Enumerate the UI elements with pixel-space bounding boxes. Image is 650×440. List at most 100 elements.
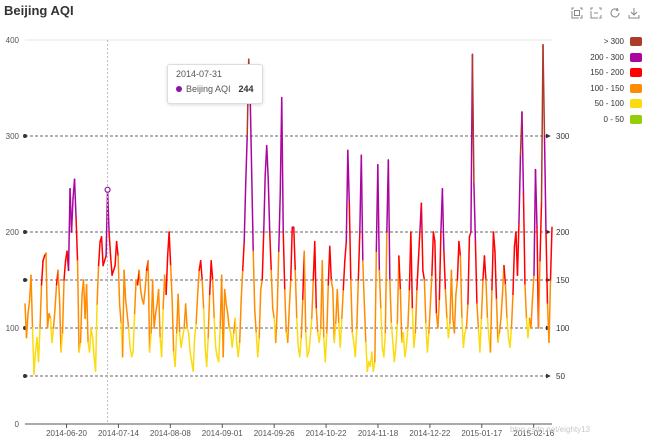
- y-tick-label: 200: [6, 228, 20, 237]
- series-segment: [294, 269, 298, 320]
- series-segment: [274, 308, 278, 344]
- series-segment: [468, 231, 472, 238]
- legend-swatch: [630, 68, 642, 78]
- series-segment: [151, 279, 155, 329]
- series-segment: [148, 332, 152, 353]
- series-segment: [377, 164, 381, 272]
- series-segment: [94, 303, 98, 372]
- series-segment: [441, 188, 445, 252]
- x-tick-label: 2014-09-01: [202, 429, 243, 438]
- toolbox: [571, 7, 640, 19]
- legend-item[interactable]: 150 - 200: [552, 65, 642, 81]
- series-segment: [126, 312, 130, 329]
- series-segment: [432, 231, 436, 243]
- save-image-icon[interactable]: [628, 7, 640, 19]
- series-segment: [384, 231, 388, 334]
- series-segment: [42, 255, 46, 262]
- legend-label: 100 - 150: [590, 83, 624, 93]
- series-segment: [90, 327, 94, 339]
- series-segment: [309, 317, 313, 339]
- series-segment: [504, 284, 508, 320]
- series-segment: [100, 236, 104, 267]
- series-segment: [199, 260, 203, 281]
- series-segment: [250, 173, 254, 252]
- series-segment: [268, 231, 272, 272]
- zoom-reset-icon[interactable]: [590, 7, 602, 19]
- series-segment: [139, 288, 143, 300]
- series-segment: [431, 231, 435, 276]
- legend-item[interactable]: 100 - 150: [552, 81, 642, 97]
- series-segment: [549, 226, 553, 281]
- series-segment: [33, 351, 37, 375]
- series-segment: [458, 240, 462, 257]
- series-segment: [210, 260, 214, 281]
- series-segment: [510, 293, 514, 329]
- series-segment: [265, 144, 269, 180]
- legend-item[interactable]: > 300: [552, 34, 642, 50]
- series-segment: [63, 260, 67, 281]
- series-segment: [434, 240, 438, 315]
- series-segment: [296, 317, 300, 348]
- series-segment: [459, 255, 463, 320]
- series-segment: [147, 260, 151, 353]
- series-segment: [351, 332, 355, 344]
- series-segment: [444, 288, 448, 320]
- series-segment: [339, 317, 343, 348]
- series-segment: [253, 308, 257, 334]
- series-segment: [453, 293, 457, 334]
- legend-item[interactable]: 50 - 100: [552, 96, 642, 112]
- legend-item[interactable]: 200 - 300: [552, 50, 642, 66]
- series-segment: [422, 269, 426, 281]
- x-tick-label: 2015-01-17: [461, 429, 502, 438]
- series-segment: [61, 279, 65, 334]
- series-segment: [207, 293, 211, 339]
- series-segment: [205, 336, 209, 368]
- tooltip: 2014-07-31 Beijing AQI 244: [167, 64, 263, 104]
- legend-item[interactable]: 0 - 50: [552, 112, 642, 128]
- series-segment: [372, 360, 376, 372]
- markline-label: 50: [556, 372, 565, 381]
- series-segment: [437, 298, 441, 329]
- series-segment: [305, 332, 309, 358]
- series-segment: [192, 336, 196, 372]
- series-segment: [413, 332, 417, 348]
- series-segment: [261, 231, 265, 281]
- markline-label: 100: [556, 324, 570, 333]
- series-segment: [473, 183, 477, 243]
- legend-swatch: [630, 37, 642, 47]
- series-segment: [91, 336, 95, 358]
- series-segment: [231, 332, 235, 348]
- series-segment: [196, 269, 200, 296]
- series-segment: [405, 327, 409, 348]
- series-segment: [174, 332, 178, 368]
- series-segment: [195, 293, 199, 324]
- series-segment: [390, 322, 394, 344]
- series-segment: [109, 255, 113, 276]
- series-segment: [138, 269, 142, 291]
- series-segment: [443, 250, 447, 291]
- series-segment: [324, 332, 328, 363]
- series-segment: [428, 303, 432, 334]
- restore-icon[interactable]: [609, 7, 621, 19]
- series-segment: [171, 298, 175, 353]
- series-segment: [489, 288, 493, 353]
- series-segment: [133, 279, 137, 315]
- series-segment: [476, 303, 480, 329]
- series-segment: [500, 293, 504, 320]
- legend-swatch: [630, 52, 642, 62]
- series-segment: [503, 264, 507, 286]
- series-segment: [474, 240, 478, 305]
- series-segment: [48, 312, 52, 320]
- series-segment: [543, 135, 547, 233]
- series-segment: [374, 250, 378, 363]
- series-segment: [181, 327, 185, 339]
- series-segment: [57, 269, 61, 300]
- zoom-icon[interactable]: [571, 7, 583, 19]
- series-segment: [52, 308, 56, 329]
- series-segment: [96, 264, 100, 305]
- series-segment: [60, 332, 64, 353]
- series-segment: [498, 317, 502, 334]
- tooltip-date: 2014-07-31: [176, 69, 223, 79]
- series-segment: [177, 293, 181, 334]
